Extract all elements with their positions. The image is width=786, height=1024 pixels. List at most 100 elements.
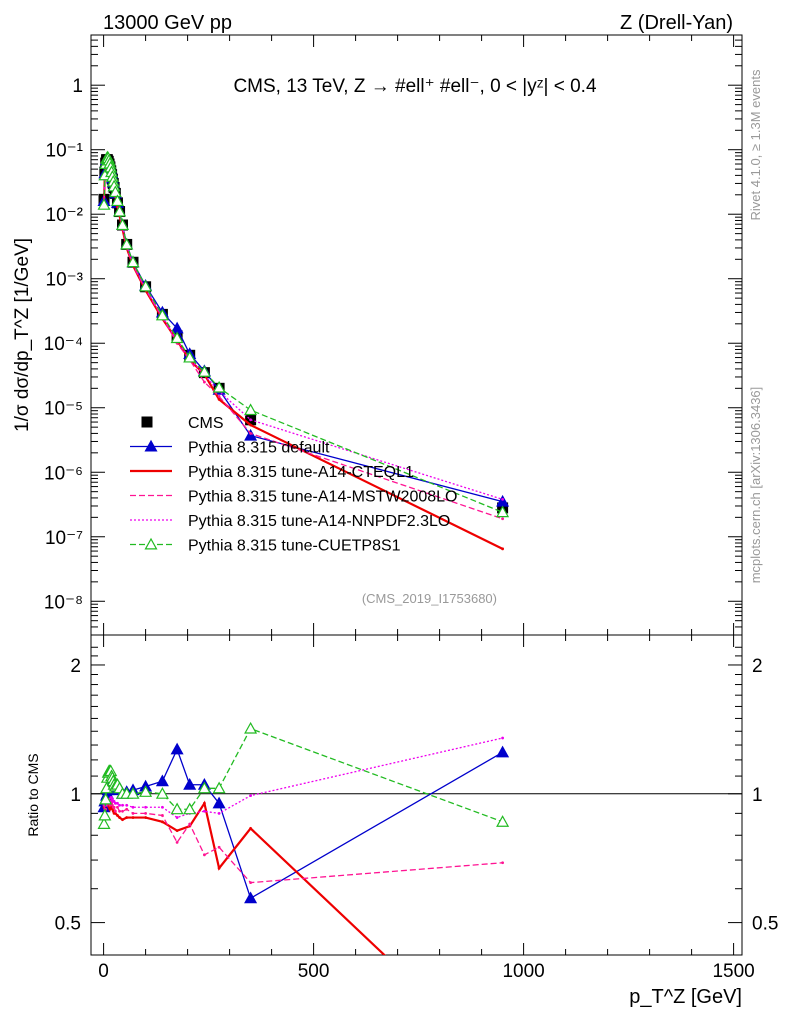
ratio-point xyxy=(131,811,135,815)
y-tick-label: 10⁻⁶ xyxy=(44,463,83,484)
ratio-y-tick-label: 2 xyxy=(70,656,81,677)
ratio-point xyxy=(113,809,117,813)
ratio-point xyxy=(183,802,197,815)
main-point xyxy=(501,497,504,501)
y-tick-label: 10⁻⁵ xyxy=(44,399,83,420)
ratio-point xyxy=(97,817,111,829)
legend-label: Pythia 8.315 default xyxy=(188,440,330,457)
main-point xyxy=(155,308,169,321)
ratio-point xyxy=(203,801,206,805)
main-point xyxy=(249,423,253,427)
y-tick-label: 10⁻² xyxy=(46,205,84,226)
ratio-point xyxy=(131,805,135,809)
ratio-y-tick-label: 0.5 xyxy=(55,914,81,935)
ratio-y-tick-label: 2 xyxy=(752,656,763,677)
y-tick-label: 10⁻³ xyxy=(46,270,84,291)
ratio-point xyxy=(121,818,124,822)
ratio-panel: 0 500 1000 1500 0.5 0.5 1 1 2 2 xyxy=(55,634,778,982)
legend-label: Pythia 8.315 tune-A14-CTEQL1 xyxy=(188,464,414,481)
header-left-title: 13000 GeV pp xyxy=(103,12,232,34)
main-point xyxy=(139,279,153,292)
ratio-point xyxy=(249,881,253,885)
legend-marker xyxy=(141,416,153,428)
ratio-point xyxy=(496,815,510,827)
ratio-point xyxy=(144,811,148,815)
main-point xyxy=(217,394,221,398)
ratio-series-group xyxy=(97,721,510,955)
main-point xyxy=(244,403,258,416)
ratio-series-line-1 xyxy=(103,800,386,955)
y-tick-label: 10⁻⁷ xyxy=(45,528,83,549)
ratio-point xyxy=(183,777,197,790)
ratio-series-line-4 xyxy=(103,727,503,825)
ratio-point xyxy=(188,822,192,826)
analysis-label: (CMS_2019_I1753680) xyxy=(362,591,497,606)
legend-label: Pythia 8.315 tune-CUETP8S1 xyxy=(188,538,401,555)
y-tick-label: 10⁻⁴ xyxy=(44,334,83,355)
main-series-group xyxy=(97,150,510,551)
ratio-point xyxy=(161,820,164,824)
main-point xyxy=(203,380,206,384)
main-point xyxy=(170,331,184,344)
ratio-point xyxy=(175,829,179,833)
header-right-title: Z (Drell-Yan) xyxy=(620,12,733,34)
main-point xyxy=(120,237,134,250)
ratio-point xyxy=(249,794,253,798)
main-point xyxy=(110,194,124,207)
ratio-point xyxy=(175,840,179,844)
ratio-point xyxy=(244,891,258,904)
main-point xyxy=(113,204,127,217)
ratio-panel-frame xyxy=(90,634,743,956)
ratio-point xyxy=(108,803,112,807)
ratio-point xyxy=(175,816,179,819)
legend-label: CMS xyxy=(188,415,224,432)
ratio-y-tick-label: 1 xyxy=(70,785,81,806)
ratio-point xyxy=(139,785,153,797)
ratio-point xyxy=(121,803,124,807)
ratio-point xyxy=(118,809,121,813)
main-point xyxy=(212,380,226,393)
ratio-point xyxy=(126,787,140,799)
ratio-point xyxy=(118,803,121,807)
ratio-point xyxy=(197,781,211,794)
source-label: mcplots.cern.ch [arXiv:1306.3436] xyxy=(748,387,763,584)
ratio-y-axis-label: Ratio to CMS xyxy=(25,753,41,836)
x-tick-label: 1500 xyxy=(712,961,754,982)
main-point xyxy=(115,218,130,231)
ratio-point xyxy=(217,845,221,849)
ratio-point xyxy=(203,809,206,813)
ratio-point xyxy=(113,811,117,815)
y-tick-label: 10⁻¹ xyxy=(46,141,84,162)
ratio-point xyxy=(112,805,116,809)
x-tick-label: 1000 xyxy=(502,961,544,982)
ratio-point xyxy=(155,774,169,787)
ratio-point xyxy=(116,801,119,805)
legend-marker xyxy=(144,537,158,550)
y-axis-label: 1/σ dσ/dp_T^Z [1/GeV] xyxy=(12,238,33,432)
ratio-point xyxy=(161,814,164,817)
ratio-point xyxy=(125,803,129,807)
main-point xyxy=(501,517,504,521)
ratio-point xyxy=(125,807,129,811)
ratio-y-tick-label: 1 xyxy=(752,785,763,806)
ratio-point xyxy=(113,801,117,805)
main-point xyxy=(249,418,253,422)
main-panel: 10⁻⁸ 10⁻⁷ 10⁻⁶ 10⁻⁵ 10⁻⁴ 10⁻³ 10⁻² 10⁻¹ 1 xyxy=(44,34,743,955)
ratio-point xyxy=(125,816,129,819)
ratio-point xyxy=(144,805,148,809)
y-tick-label: 1 xyxy=(72,76,83,97)
main-point xyxy=(217,397,221,401)
ratio-point xyxy=(121,809,124,813)
main-point xyxy=(249,432,253,435)
ratio-point xyxy=(496,745,510,758)
y-tick-label: 10⁻⁸ xyxy=(44,592,83,613)
ratio-point xyxy=(212,796,226,809)
ratio-point xyxy=(131,816,135,819)
ratio-point xyxy=(116,814,119,817)
main-point xyxy=(183,350,197,363)
ratio-point xyxy=(116,805,119,809)
x-tick-label: 0 xyxy=(98,961,109,982)
x-axis-label: p_T^Z [GeV] xyxy=(629,986,742,1008)
main-series-line-5 xyxy=(103,156,503,513)
